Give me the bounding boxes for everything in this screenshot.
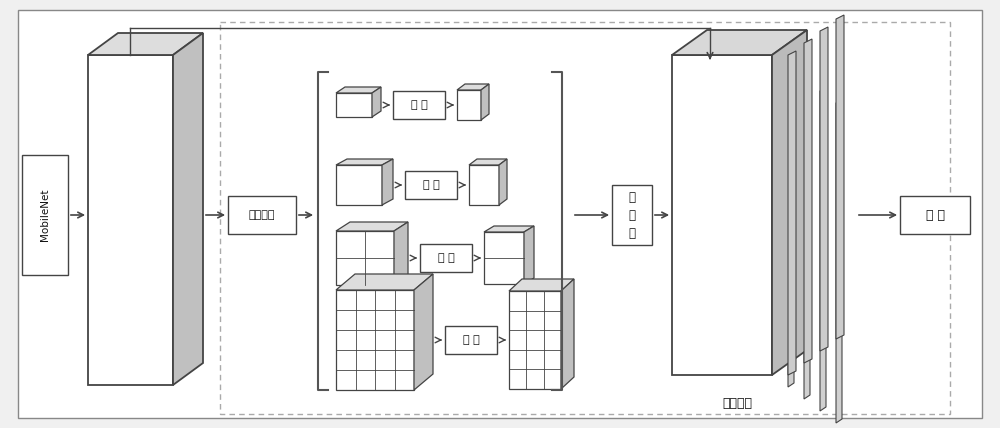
Text: 卷 积: 卷 积 (463, 335, 479, 345)
Polygon shape (382, 159, 393, 205)
Bar (420, 244, 472, 272)
Polygon shape (336, 159, 393, 165)
Polygon shape (804, 39, 812, 363)
Polygon shape (173, 33, 203, 385)
Polygon shape (414, 274, 433, 390)
Bar (393, 91, 445, 119)
Polygon shape (836, 99, 842, 423)
Polygon shape (820, 87, 826, 411)
Polygon shape (457, 84, 489, 90)
Text: 卷 积: 卷 积 (411, 100, 427, 110)
Polygon shape (672, 30, 807, 55)
Polygon shape (469, 159, 507, 165)
Polygon shape (561, 279, 574, 389)
Polygon shape (469, 165, 499, 205)
Polygon shape (484, 232, 524, 284)
Text: 平均池化: 平均池化 (249, 210, 275, 220)
Text: 采: 采 (629, 208, 636, 222)
Polygon shape (772, 30, 807, 375)
Bar (405, 171, 457, 199)
Polygon shape (804, 75, 810, 399)
Bar (445, 326, 497, 354)
Text: 卷 积: 卷 积 (438, 253, 454, 263)
Polygon shape (336, 231, 394, 285)
Polygon shape (336, 87, 381, 93)
Bar (22, 155, 68, 275)
Text: 上: 上 (629, 190, 636, 203)
Polygon shape (820, 27, 828, 351)
Polygon shape (88, 33, 203, 55)
Text: MobileNet: MobileNet (40, 189, 50, 241)
Polygon shape (484, 226, 534, 232)
Polygon shape (336, 165, 382, 205)
Polygon shape (88, 55, 173, 385)
Bar (612, 185, 652, 245)
Polygon shape (509, 291, 561, 389)
Polygon shape (499, 159, 507, 205)
Bar (228, 196, 296, 234)
Text: 卷 积: 卷 积 (423, 180, 439, 190)
Polygon shape (788, 51, 796, 375)
Text: 卷 积: 卷 积 (926, 208, 944, 222)
Polygon shape (372, 87, 381, 117)
Bar (900, 196, 970, 234)
Polygon shape (457, 90, 481, 120)
Polygon shape (509, 279, 574, 291)
Polygon shape (672, 55, 772, 375)
Polygon shape (336, 93, 372, 117)
Polygon shape (481, 84, 489, 120)
Text: 样: 样 (629, 226, 636, 240)
Polygon shape (394, 222, 408, 285)
Polygon shape (336, 222, 408, 231)
Polygon shape (836, 15, 844, 339)
Text: 特征融合: 特征融合 (722, 397, 752, 410)
Polygon shape (524, 226, 534, 284)
Polygon shape (788, 63, 794, 387)
Polygon shape (336, 290, 414, 390)
Bar (220, 22, 950, 414)
Polygon shape (336, 274, 433, 290)
